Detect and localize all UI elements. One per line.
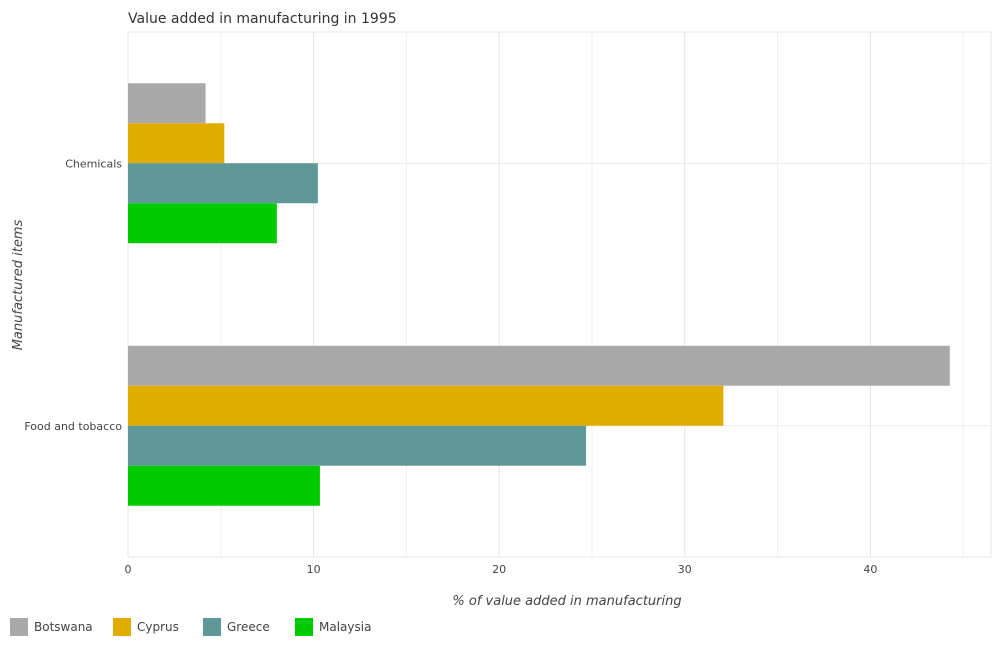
x-tick-label: 10	[307, 563, 321, 576]
bar-greece-chemicals	[128, 163, 318, 204]
legend-swatch-malaysia	[295, 618, 313, 636]
y-tick-label: Food and tobacco	[24, 420, 122, 433]
x-axis-label: % of value added in manufacturing	[452, 594, 681, 609]
bar-malaysia-chemicals	[128, 203, 277, 244]
x-tick-label: 30	[678, 563, 692, 576]
bar-cyprus-food-and-tobacco	[128, 385, 724, 426]
legend-swatch-cyprus	[113, 618, 131, 636]
legend-swatch-greece	[203, 618, 221, 636]
bar-greece-food-and-tobacco	[128, 425, 587, 466]
legend-label-botswana: Botswana	[34, 620, 93, 634]
bar-botswana-food-and-tobacco	[128, 345, 950, 386]
x-tick-label: 20	[492, 563, 506, 576]
x-tick-label: 0	[125, 563, 132, 576]
legend-swatch-botswana	[10, 618, 28, 636]
bar-malaysia-food-and-tobacco	[128, 465, 320, 506]
legend-label-greece: Greece	[227, 620, 270, 634]
plot-area	[127, 31, 992, 558]
bar-botswana-chemicals	[128, 83, 206, 124]
chart-title: Value added in manufacturing in 1995	[128, 11, 397, 27]
legend: Botswana Cyprus Greece Malaysia	[10, 618, 371, 636]
x-tick-label: 40	[863, 563, 877, 576]
legend-label-malaysia: Malaysia	[319, 620, 371, 634]
y-axis-ticks: Chemicals Food and tobacco	[24, 157, 122, 433]
bar-cyprus-chemicals	[128, 123, 225, 164]
y-tick-label: Chemicals	[65, 157, 122, 170]
legend-label-cyprus: Cyprus	[137, 620, 179, 634]
y-axis-label: Manufactured items	[11, 219, 26, 350]
x-axis-ticks: 0 10 20 30 40	[125, 563, 878, 576]
